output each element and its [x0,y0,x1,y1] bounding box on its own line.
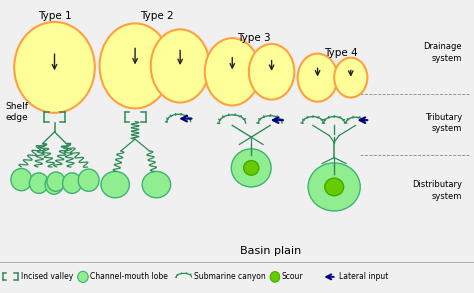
Ellipse shape [142,171,171,198]
Ellipse shape [231,149,271,187]
Text: Incised valley: Incised valley [21,272,73,281]
Text: Shelf
edge: Shelf edge [5,102,28,122]
Text: Drainage
system: Drainage system [424,42,462,63]
Text: Submarine canyon: Submarine canyon [194,272,266,281]
Text: Tributary
system: Tributary system [425,113,462,133]
Ellipse shape [11,168,32,191]
Text: Basin plain: Basin plain [239,246,301,255]
Ellipse shape [101,171,129,198]
Ellipse shape [45,175,63,194]
Ellipse shape [249,44,294,100]
Ellipse shape [298,54,337,102]
Ellipse shape [205,38,260,105]
Text: Channel-mouth lobe: Channel-mouth lobe [90,272,168,281]
Ellipse shape [78,169,99,191]
Text: Type 3: Type 3 [237,33,270,43]
Ellipse shape [334,58,367,98]
Ellipse shape [14,22,95,113]
Ellipse shape [47,172,65,191]
Ellipse shape [78,271,88,282]
Ellipse shape [151,29,210,103]
Ellipse shape [270,272,280,282]
Text: Distributary
system: Distributary system [412,180,462,201]
Text: Type 4: Type 4 [325,48,358,58]
Ellipse shape [29,173,48,193]
Ellipse shape [100,23,171,108]
Text: Scour: Scour [282,272,303,281]
Text: Lateral input: Lateral input [339,272,389,281]
Ellipse shape [325,178,344,196]
Ellipse shape [63,173,82,193]
Ellipse shape [244,161,259,175]
Ellipse shape [308,163,360,211]
Text: Type 2: Type 2 [140,11,173,21]
Text: Type 1: Type 1 [38,11,71,21]
